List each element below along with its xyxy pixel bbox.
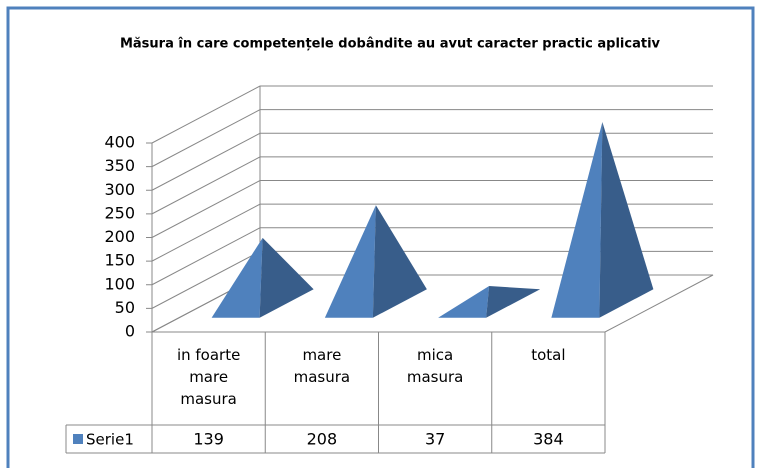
pyramid-side: [259, 237, 314, 318]
x-tick-label: mare masura: [293, 346, 351, 386]
table-grid: [65, 332, 606, 454]
category-cell: mare masura: [293, 346, 351, 386]
pyramid-side: [486, 286, 541, 318]
y-tick-label: 0: [125, 322, 135, 341]
pyramid-front: [438, 286, 490, 318]
frame: [6, 6, 755, 468]
grid-line: [151, 156, 713, 215]
table-value: 208: [307, 430, 338, 449]
pyramid-front: [324, 205, 376, 318]
table-value: 139: [193, 430, 224, 449]
pyramid-side: [599, 122, 654, 318]
grid-line: [151, 109, 713, 168]
y-tick-label: 50: [115, 298, 135, 317]
y-tick-label: 400: [104, 133, 135, 152]
y-tick-label: 350: [104, 156, 135, 175]
pyramid-front: [211, 237, 263, 318]
category-cell: total: [531, 346, 566, 364]
grid-line: [151, 132, 713, 191]
y-tick-label: 200: [104, 227, 135, 246]
table-value: 37: [425, 430, 445, 449]
x-tick-label: mica masura: [406, 346, 464, 386]
x-tick-label: total: [531, 346, 566, 364]
category-cell: mica masura: [406, 346, 464, 386]
y-tick-label: 150: [104, 251, 135, 270]
y-tick-label: 300: [104, 180, 135, 199]
y-tick-label: 100: [104, 274, 135, 293]
pyramid-side: [372, 205, 427, 318]
table-value: 384: [533, 430, 564, 449]
grid-line: [151, 85, 713, 144]
chart-title: Măsura în care competențele dobândite au…: [120, 37, 661, 52]
y-tick-label: 250: [104, 203, 135, 222]
pyramid-front: [551, 122, 603, 318]
legend-label: Serie1: [86, 431, 134, 449]
legend-swatch: [73, 434, 83, 444]
x-tick-label: in foarte mare masura: [176, 346, 241, 408]
category-cell: in foarte mare masura: [176, 346, 241, 408]
